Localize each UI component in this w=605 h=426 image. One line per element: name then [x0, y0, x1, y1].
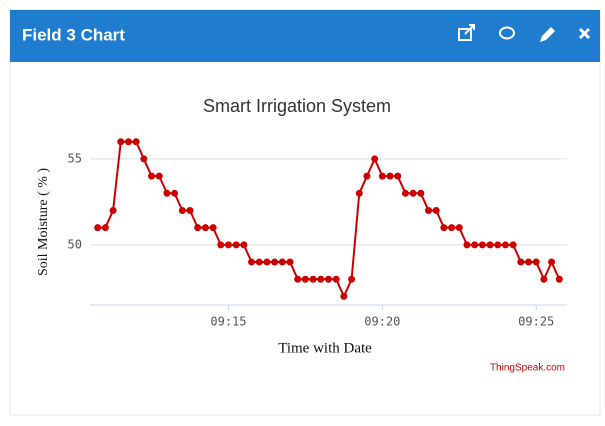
- edit-icon[interactable]: [540, 27, 555, 42]
- y-axis-label: Soil Moisture ( % ): [36, 168, 51, 276]
- chart-title: Smart Irrigation System: [203, 96, 391, 116]
- point: [294, 275, 302, 283]
- point: [163, 189, 171, 197]
- close-icon[interactable]: [578, 27, 591, 40]
- point: [178, 206, 186, 214]
- y-tick-label: 50: [68, 237, 82, 251]
- point: [440, 224, 448, 232]
- point: [463, 241, 471, 249]
- point: [525, 258, 533, 266]
- header-title: Field 3 Chart: [22, 25, 125, 44]
- point: [394, 172, 402, 180]
- x-tick-label: 09:20: [364, 315, 400, 329]
- point: [417, 189, 425, 197]
- point: [486, 241, 494, 249]
- point: [124, 138, 132, 146]
- point: [194, 224, 202, 232]
- point: [309, 275, 317, 283]
- point: [255, 258, 263, 266]
- point: [171, 189, 179, 197]
- point: [340, 292, 348, 300]
- point: [501, 241, 509, 249]
- point: [509, 241, 517, 249]
- x-tick-label: 09:15: [210, 315, 246, 329]
- point: [363, 172, 371, 180]
- point: [494, 241, 502, 249]
- point: [532, 258, 540, 266]
- point: [348, 275, 356, 283]
- point: [148, 172, 156, 180]
- point: [271, 258, 279, 266]
- x-tick-label: 09:25: [518, 315, 554, 329]
- point: [101, 224, 109, 232]
- point: [201, 224, 209, 232]
- point: [224, 241, 232, 249]
- point: [263, 258, 271, 266]
- comment-icon[interactable]: [499, 26, 515, 40]
- point: [186, 206, 194, 214]
- point: [432, 206, 440, 214]
- point: [332, 275, 340, 283]
- x-axis-label: Time with Date: [278, 340, 372, 356]
- point: [325, 275, 332, 283]
- open-icon[interactable]: [458, 24, 475, 41]
- point: [425, 206, 433, 214]
- point: [548, 258, 556, 266]
- point: [455, 224, 463, 232]
- point: [471, 241, 479, 249]
- point: [409, 189, 417, 197]
- point: [278, 258, 286, 266]
- point: [517, 258, 525, 266]
- point: [386, 172, 394, 180]
- watermark: ThingSpeak.com: [490, 363, 565, 374]
- point: [301, 275, 309, 283]
- point: [448, 224, 456, 232]
- point: [248, 258, 256, 266]
- point: [109, 206, 117, 214]
- open-box: [458, 28, 472, 41]
- point: [286, 258, 294, 266]
- point: [117, 138, 125, 146]
- point: [217, 241, 225, 249]
- point: [401, 189, 409, 197]
- point: [540, 275, 548, 283]
- point: [240, 241, 248, 249]
- point: [478, 241, 486, 249]
- point: [555, 275, 563, 283]
- open-arrow: [464, 24, 475, 35]
- point: [209, 224, 217, 232]
- point: [232, 241, 240, 249]
- panel: [9, 9, 601, 416]
- point: [140, 155, 148, 163]
- point: [371, 155, 379, 163]
- point: [317, 275, 325, 283]
- point: [94, 224, 102, 232]
- point: [155, 172, 163, 180]
- y-tick-label: 55: [68, 151, 82, 165]
- point: [355, 189, 363, 197]
- point: [378, 172, 386, 180]
- point: [132, 138, 140, 146]
